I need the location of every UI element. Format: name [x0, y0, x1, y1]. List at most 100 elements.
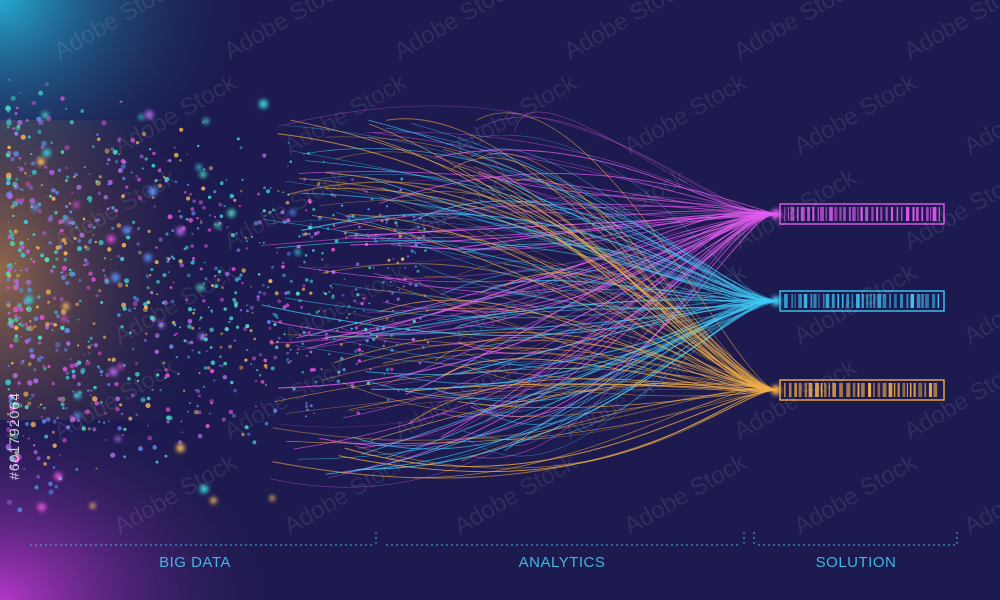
data-particle	[164, 454, 168, 458]
data-particle	[221, 286, 224, 289]
data-particle	[78, 278, 82, 282]
data-particle	[7, 150, 12, 155]
data-particle	[10, 156, 15, 162]
stage-dividers	[30, 532, 958, 547]
analytics-fiber	[317, 182, 777, 391]
data-particle	[6, 420, 10, 423]
data-particle	[213, 379, 216, 382]
data-particle	[226, 226, 229, 229]
data-particle	[111, 206, 115, 210]
data-particle	[51, 328, 54, 332]
data-particle	[178, 259, 183, 264]
data-particle	[36, 474, 41, 479]
data-particle	[307, 232, 311, 236]
data-particle	[12, 127, 15, 130]
data-particle	[258, 353, 263, 357]
data-particle	[196, 227, 200, 230]
data-particle	[216, 278, 221, 282]
data-particle	[131, 220, 136, 224]
data-particle	[207, 228, 212, 232]
output-bar-stripe	[857, 383, 860, 397]
data-particle	[86, 389, 90, 392]
analytics-fiber	[278, 213, 777, 428]
data-particle	[304, 254, 308, 257]
data-particle	[126, 235, 131, 240]
data-particle	[385, 221, 388, 224]
data-particle	[44, 257, 50, 263]
data-particle	[52, 443, 57, 448]
data-particle	[231, 267, 236, 272]
data-particle	[137, 250, 142, 255]
stage-label-analytics: ANALYTICS	[518, 554, 606, 571]
data-particle	[307, 198, 312, 203]
data-particle	[9, 405, 16, 412]
output-bar-stripe	[832, 383, 836, 397]
data-particle	[193, 308, 196, 312]
analytics-fiber	[277, 105, 777, 215]
data-particle	[350, 177, 355, 182]
analytics-fiber	[349, 312, 777, 391]
analytics-fiber	[269, 219, 777, 302]
data-particle	[202, 299, 206, 303]
data-particle	[201, 186, 206, 191]
data-particle	[277, 190, 280, 192]
data-particle	[124, 278, 130, 284]
output-bar-stripe	[906, 383, 908, 397]
data-particle	[309, 368, 314, 372]
data-particle	[14, 262, 17, 265]
data-particle	[12, 372, 18, 379]
data-particle	[246, 304, 248, 307]
data-particle	[317, 183, 320, 186]
data-particle	[152, 445, 157, 450]
convergence-node	[771, 209, 781, 219]
data-particle	[230, 380, 234, 385]
data-particle	[382, 344, 385, 348]
analytics-fiber	[356, 300, 777, 471]
analytics-fiber	[324, 188, 777, 391]
data-particle	[28, 185, 34, 190]
output-bar-stripe	[932, 207, 937, 221]
data-particle	[315, 310, 319, 314]
data-particle	[119, 403, 123, 407]
data-particle	[141, 167, 144, 170]
data-particle	[138, 446, 143, 452]
data-particle	[301, 371, 305, 374]
data-particle	[321, 258, 324, 261]
analytics-fiber	[459, 300, 777, 331]
data-particle	[15, 451, 18, 455]
data-particle	[398, 288, 401, 291]
data-particle	[285, 343, 290, 348]
data-particle	[223, 307, 227, 311]
data-particle	[18, 322, 22, 326]
data-particle	[414, 265, 418, 268]
output-bar-stripe	[926, 207, 929, 221]
analytics-fiber	[365, 300, 777, 400]
glow-particle	[115, 436, 121, 442]
data-particle	[332, 224, 336, 227]
analytics-fiber	[353, 213, 777, 239]
data-particle	[304, 278, 309, 282]
data-particle	[257, 192, 260, 196]
analytics-fiber	[358, 307, 777, 391]
data-particle	[123, 427, 127, 431]
data-particle	[102, 421, 106, 424]
data-particle	[71, 369, 76, 374]
data-particle	[37, 335, 43, 340]
data-particle	[276, 316, 279, 320]
data-particle	[217, 269, 222, 274]
output-bar-stripe	[804, 383, 808, 397]
data-particle	[44, 82, 49, 87]
data-particle	[164, 368, 168, 372]
output-bar-stripe	[818, 294, 820, 308]
data-particle	[19, 166, 24, 172]
data-particle	[11, 412, 14, 415]
data-particle	[98, 367, 101, 370]
data-particle	[46, 116, 52, 122]
data-particle	[406, 255, 410, 258]
data-particle	[92, 322, 96, 326]
data-particle	[179, 263, 184, 268]
output-bar-stripe	[906, 294, 909, 308]
data-particle	[94, 218, 99, 223]
data-particle	[156, 279, 160, 284]
data-particle	[310, 279, 313, 282]
